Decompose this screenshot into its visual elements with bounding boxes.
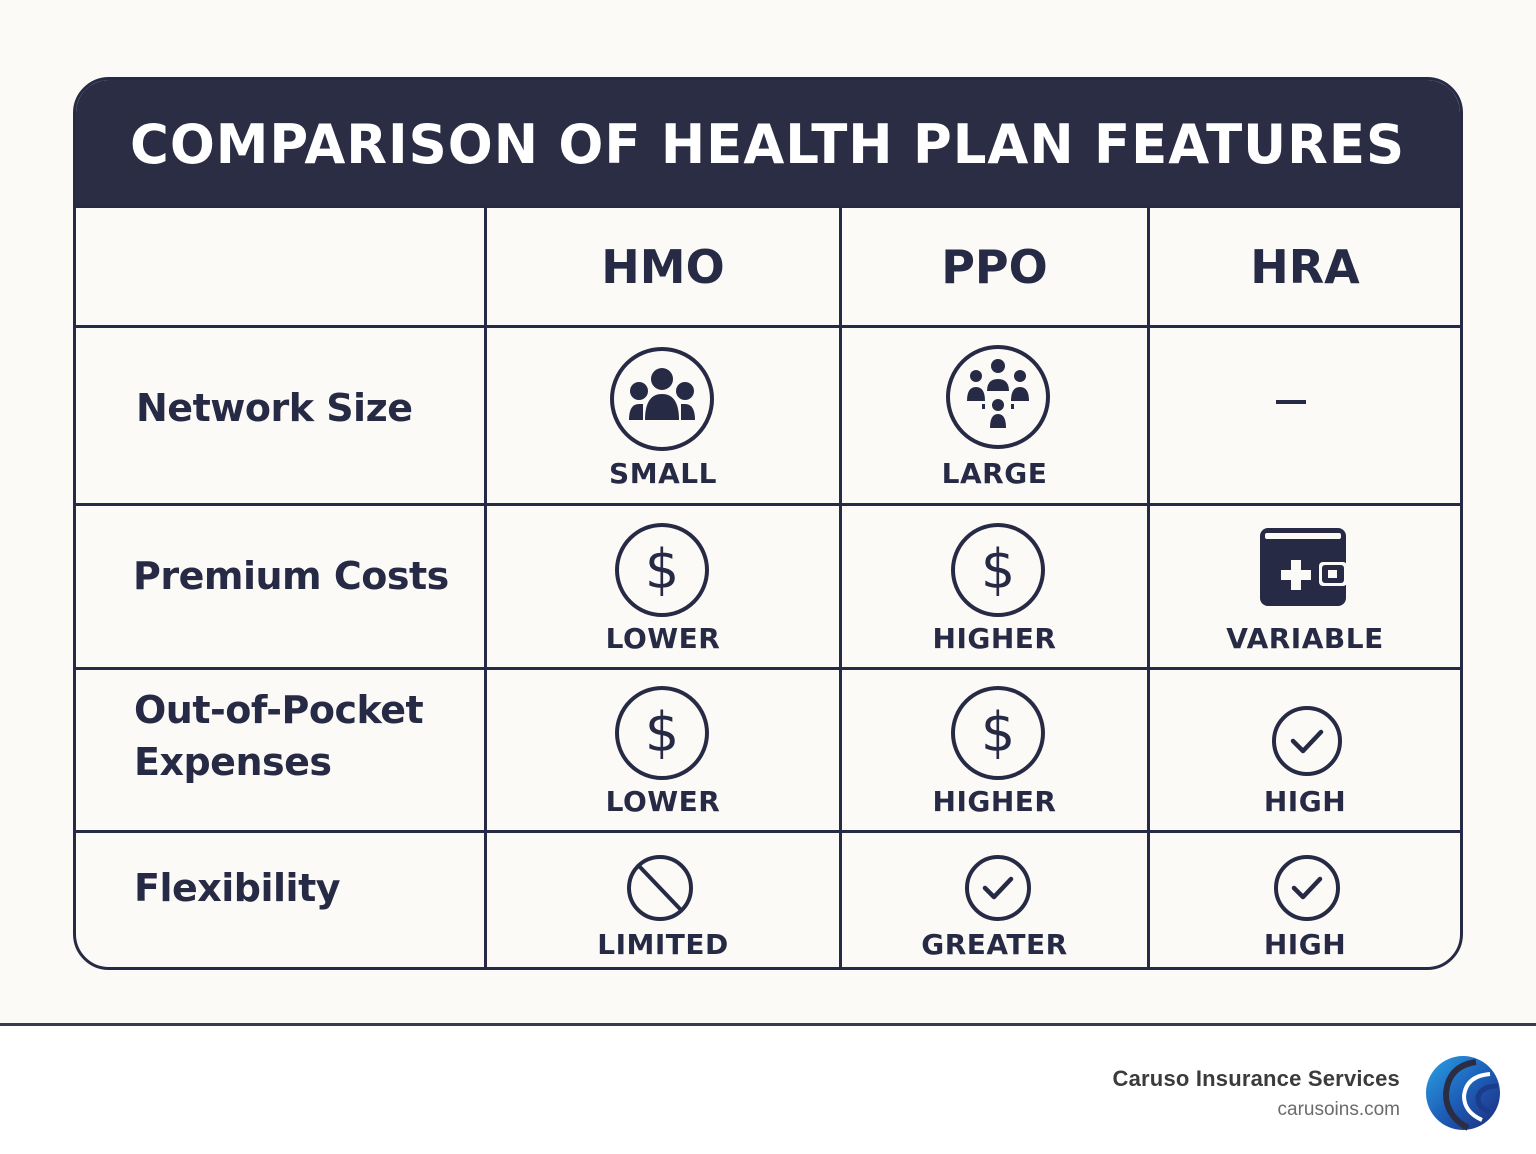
row-label-line: Expenses — [134, 740, 332, 784]
value-label: LIMITED — [597, 928, 729, 961]
brand-logo-icon — [1424, 1054, 1502, 1132]
check-circle-icon — [1273, 854, 1341, 922]
value-label: LOWER — [605, 622, 721, 655]
row-label-network-size: Network Size — [136, 386, 413, 430]
row-label-out-of-pocket: Out-of-Pocket Expenses — [134, 684, 424, 788]
prohibited-circle-icon — [626, 854, 694, 922]
value-label: VARIABLE — [1226, 622, 1384, 655]
page-title: Comparison of Health Plan Features — [130, 112, 1406, 176]
column-header-hmo: HMO — [601, 240, 725, 294]
value-label: SMALL — [609, 457, 717, 490]
dollar-circle-icon: $ — [614, 685, 710, 781]
value-label: HIGH — [1263, 785, 1347, 818]
divider — [76, 667, 1460, 670]
divider — [484, 208, 487, 967]
svg-text:$: $ — [981, 538, 1015, 601]
value-label: GREATER — [921, 928, 1068, 961]
row-label-line: Out-of-Pocket — [134, 688, 424, 732]
divider — [76, 325, 1460, 328]
value-label: LARGE — [941, 457, 1048, 490]
svg-text:$: $ — [645, 538, 679, 601]
divider — [76, 503, 1460, 506]
brand-name: Caruso Insurance Services — [1112, 1066, 1400, 1091]
divider — [76, 205, 1460, 208]
footer-divider — [0, 1023, 1536, 1026]
dollar-circle-icon: $ — [614, 522, 710, 618]
value-label: LOWER — [605, 785, 721, 818]
svg-text:$: $ — [981, 701, 1015, 764]
dash-icon — [1276, 400, 1306, 406]
comparison-table-card: Comparison of Health Plan Features HMO P… — [73, 77, 1463, 970]
value-label: HIGH — [1263, 928, 1347, 961]
value-label: HIGHER — [932, 785, 1057, 818]
dollar-circle-icon: $ — [950, 685, 1046, 781]
value-label: HIGHER — [932, 622, 1057, 655]
title-bar: Comparison of Health Plan Features — [76, 80, 1460, 208]
svg-text:$: $ — [645, 701, 679, 764]
dollar-circle-icon: $ — [950, 522, 1046, 618]
footer: Caruso Insurance Services carusoins.com — [0, 1026, 1536, 1154]
column-header-ppo: PPO — [941, 240, 1048, 294]
check-circle-icon — [1271, 705, 1343, 777]
row-label-flexibility: Flexibility — [134, 866, 341, 910]
divider — [1147, 208, 1150, 967]
medical-wallet-icon — [1259, 528, 1349, 608]
brand-url: carusoins.com — [1277, 1099, 1401, 1120]
row-label-premium-costs: Premium Costs — [133, 554, 449, 598]
divider — [839, 208, 842, 967]
large-group-people-icon — [945, 344, 1051, 450]
small-group-people-icon — [609, 346, 715, 452]
column-header-hra: HRA — [1250, 240, 1360, 294]
divider — [76, 830, 1460, 833]
check-circle-icon — [964, 854, 1032, 922]
